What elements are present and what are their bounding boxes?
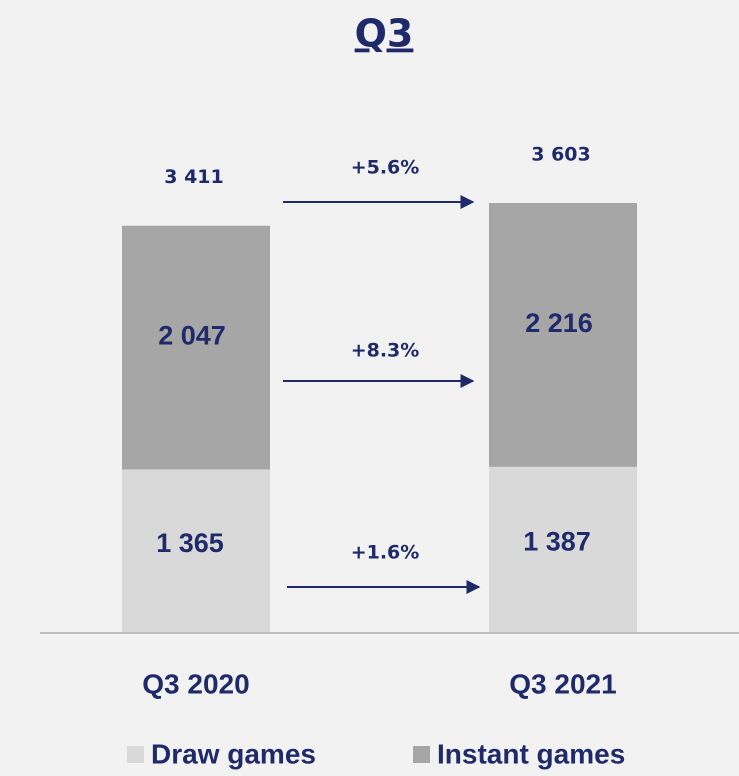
value-label: 2 047 xyxy=(158,321,226,351)
annotation: +8.3% xyxy=(351,340,420,362)
bar-segment xyxy=(122,225,270,470)
x-tick-label: Q3 2020 xyxy=(142,668,249,699)
bar-segment xyxy=(489,466,637,632)
total-label: 3 411 xyxy=(164,166,224,188)
value-label: 1 365 xyxy=(156,528,224,558)
legend-swatch xyxy=(127,746,144,763)
bar-segment xyxy=(489,203,637,467)
value-label: 1 387 xyxy=(523,527,591,557)
chart-title: Q3 xyxy=(355,12,414,56)
total-label: 3 603 xyxy=(531,144,591,166)
legend-label: Draw games xyxy=(151,738,316,769)
annotation: +5.6% xyxy=(351,157,420,179)
annotation: +1.6% xyxy=(351,542,420,564)
legend-swatch xyxy=(413,746,430,763)
x-tick-label: Q3 2021 xyxy=(509,668,616,699)
bar-segment xyxy=(122,469,270,632)
value-label: 2 216 xyxy=(525,308,593,338)
legend-label: Instant games xyxy=(437,738,625,769)
